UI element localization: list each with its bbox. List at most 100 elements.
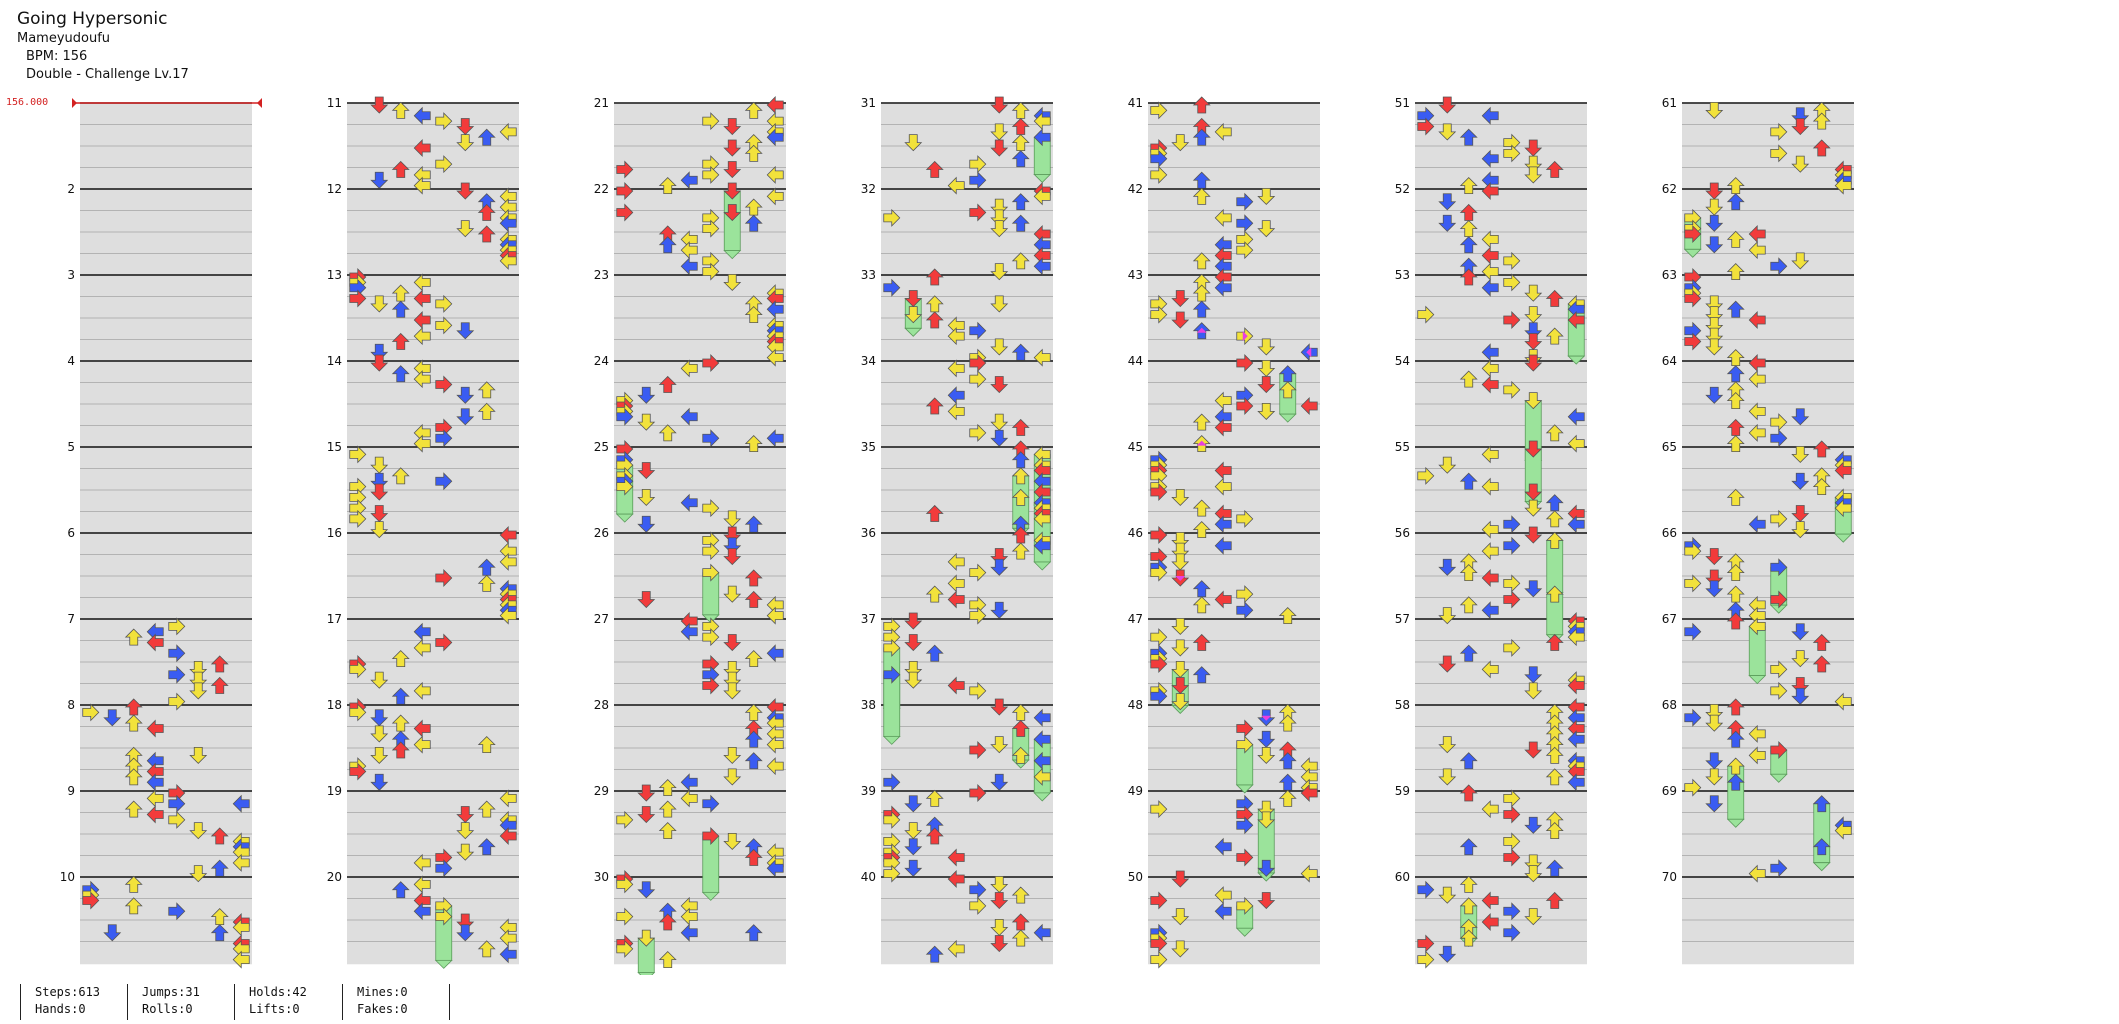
step-arrow xyxy=(1748,617,1766,636)
beat-band xyxy=(80,813,252,836)
step-arrow xyxy=(1748,402,1766,421)
beat-band xyxy=(1148,404,1320,427)
step-arrow xyxy=(1438,214,1457,232)
step-arrow xyxy=(349,509,367,528)
step-arrow xyxy=(1567,773,1585,792)
step-arrow xyxy=(124,897,143,915)
step-arrow xyxy=(435,569,453,587)
beat-band xyxy=(80,748,252,771)
step-arrow xyxy=(1171,660,1190,678)
step-arrow xyxy=(1726,564,1745,582)
beat-band xyxy=(1415,684,1587,707)
step-arrow xyxy=(947,870,965,888)
beat-band xyxy=(1682,598,1854,621)
measure-number: 22 xyxy=(594,182,609,196)
beat-band xyxy=(80,361,252,384)
beat-band xyxy=(347,705,519,728)
beat-band xyxy=(614,297,786,320)
step-arrow xyxy=(1417,950,1435,969)
beat-band xyxy=(614,942,786,965)
step-arrow xyxy=(1236,735,1254,754)
step-arrow xyxy=(146,805,164,824)
step-arrow xyxy=(904,290,923,308)
step-arrow xyxy=(370,773,389,791)
step-arrow xyxy=(1791,472,1810,490)
beat-band xyxy=(614,877,786,900)
measure-number: 55 xyxy=(1395,440,1410,454)
step-arrow xyxy=(1705,101,1724,119)
beat-band xyxy=(1148,426,1320,449)
step-arrow xyxy=(1192,187,1211,205)
hold-tail xyxy=(882,735,901,745)
step-arrow xyxy=(658,800,677,818)
step-arrow xyxy=(1567,628,1585,647)
beat-band xyxy=(1415,705,1587,728)
stat-fakes: Fakes:0 xyxy=(357,1002,408,1016)
step-arrow xyxy=(1684,778,1702,797)
step-arrow xyxy=(1705,338,1724,356)
step-arrow xyxy=(477,225,496,243)
step-arrow xyxy=(1150,483,1168,501)
step-arrow xyxy=(456,182,475,200)
beat-band xyxy=(1415,856,1587,879)
step-arrow xyxy=(1192,633,1211,651)
step-arrow xyxy=(744,101,763,119)
measure-number: 30 xyxy=(594,870,609,884)
beat-band xyxy=(1415,942,1587,965)
stat-group-steps: Steps:613 Hands:0 xyxy=(20,984,127,1020)
step-arrow xyxy=(702,676,720,695)
beat-band xyxy=(1415,318,1587,341)
step-arrow xyxy=(1545,531,1564,549)
step-arrow xyxy=(1257,376,1276,394)
step-arrow xyxy=(616,939,634,958)
step-arrow xyxy=(702,219,720,238)
step-arrow xyxy=(413,902,431,921)
beat-band xyxy=(347,619,519,642)
step-arrow xyxy=(210,924,229,942)
beat-band xyxy=(347,383,519,406)
step-arrow xyxy=(1567,407,1585,426)
step-arrow xyxy=(499,251,517,270)
step-arrow xyxy=(124,714,143,732)
beat-band xyxy=(881,748,1053,771)
beat-band xyxy=(347,856,519,879)
step-arrow xyxy=(616,160,634,179)
step-arrow xyxy=(947,402,965,421)
beat-band xyxy=(1415,920,1587,943)
step-arrow xyxy=(1726,612,1745,630)
beat-band xyxy=(1415,404,1587,427)
step-arrow xyxy=(1705,214,1724,232)
measure-number: 33 xyxy=(861,268,876,282)
step-arrow xyxy=(370,725,389,743)
beat-band xyxy=(80,404,252,427)
beat-band xyxy=(347,297,519,320)
step-arrow xyxy=(1684,225,1702,243)
step-arrow xyxy=(1214,902,1232,921)
step-arrow xyxy=(969,203,987,222)
beat-band xyxy=(1415,146,1587,169)
beat-band xyxy=(347,189,519,212)
beat-band xyxy=(614,469,786,492)
step-arrow xyxy=(1214,461,1232,480)
step-arrow xyxy=(349,660,367,679)
step-arrow xyxy=(1236,848,1254,867)
beat-band xyxy=(80,920,252,943)
beat-band xyxy=(347,340,519,363)
step-arrow xyxy=(1791,521,1810,539)
step-arrow xyxy=(1834,461,1852,480)
measure-number: 21 xyxy=(594,96,609,110)
step-arrow xyxy=(1257,338,1276,356)
step-arrow xyxy=(456,220,475,238)
step-arrow xyxy=(1705,580,1724,598)
step-arrow xyxy=(1150,305,1168,324)
step-arrow xyxy=(702,429,720,448)
beat-band xyxy=(1148,447,1320,470)
beat-band xyxy=(80,641,252,664)
beat-band xyxy=(1148,576,1320,599)
hold-tail xyxy=(1812,862,1831,872)
beat-band xyxy=(614,404,786,427)
step-arrow xyxy=(904,671,923,689)
step-arrow xyxy=(1770,413,1788,432)
step-arrow xyxy=(1812,440,1831,458)
measure-number: 27 xyxy=(594,612,609,626)
